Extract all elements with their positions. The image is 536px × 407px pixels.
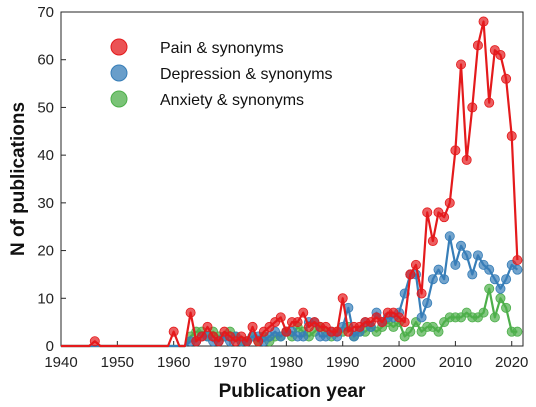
data-point: [416, 312, 427, 323]
series-depression: [61, 231, 523, 348]
plot-border: [60, 11, 524, 347]
data-point: [185, 307, 196, 318]
data-point: [281, 326, 292, 337]
data-point: [410, 259, 421, 270]
plot-frame: [60, 11, 524, 347]
data-point: [450, 259, 461, 270]
data-point: [168, 326, 179, 337]
legend-label: Depression & synonyms: [160, 66, 333, 83]
x-tick-label: 1940: [44, 354, 77, 371]
y-tick-label: 40: [37, 147, 54, 164]
data-point: [399, 317, 410, 328]
x-tick-label: 1950: [101, 354, 134, 371]
data-point: [422, 207, 433, 218]
data-point: [377, 317, 388, 328]
series-pain: [61, 16, 523, 348]
data-point: [241, 336, 252, 347]
y-tick-label: 30: [37, 195, 54, 212]
data-point: [332, 326, 343, 337]
data-point: [478, 16, 489, 27]
x-axis-title: Publication year: [219, 381, 366, 402]
data-point: [501, 274, 512, 285]
x-tick-label: 1980: [270, 354, 303, 371]
legend-marker: [110, 64, 128, 82]
data-point: [489, 274, 500, 285]
data-point: [501, 302, 512, 313]
data-point: [461, 154, 472, 165]
x-tick-label: 2000: [382, 354, 415, 371]
data-point: [196, 331, 207, 342]
data-point: [484, 264, 495, 275]
data-point: [450, 145, 461, 156]
data-point: [337, 293, 348, 304]
data-point: [213, 336, 224, 347]
data-point: [89, 336, 100, 347]
data-point: [512, 326, 523, 337]
series-anxiety: [61, 283, 523, 348]
data-point: [484, 97, 495, 108]
y-tick-label: 10: [37, 290, 54, 307]
data-point: [298, 331, 309, 342]
y-axis-ticks: 0 10 20 30 40 50 60 70: [37, 4, 66, 355]
x-tick-label: 1960: [157, 354, 190, 371]
data-point: [512, 264, 523, 275]
x-tick-label: 1970: [213, 354, 246, 371]
x-tick-label: 1990: [326, 354, 359, 371]
data-point: [495, 49, 506, 60]
data-point: [433, 264, 444, 275]
data-point: [422, 298, 433, 309]
data-point: [202, 321, 213, 332]
data-point: [444, 197, 455, 208]
data-point: [495, 283, 506, 294]
y-tick-label: 20: [37, 243, 54, 260]
data-point: [472, 40, 483, 51]
y-tick-label: 60: [37, 52, 54, 69]
y-axis-title: N of publications: [8, 102, 29, 256]
series-layer: [61, 16, 523, 348]
data-point: [501, 73, 512, 84]
data-point: [416, 288, 427, 299]
data-point: [433, 326, 444, 337]
data-point: [405, 326, 416, 337]
data-point: [467, 102, 478, 113]
data-point: [489, 312, 500, 323]
y-tick-label: 70: [37, 4, 54, 21]
data-point: [427, 274, 438, 285]
data-point: [247, 321, 258, 332]
data-point: [506, 131, 517, 142]
y-tick-label: 50: [37, 99, 54, 116]
legend-marker: [110, 90, 128, 108]
data-point: [253, 336, 264, 347]
data-point: [461, 250, 472, 261]
legend-marker: [110, 38, 128, 56]
data-point: [495, 293, 506, 304]
data-point: [484, 283, 495, 294]
legend: Pain & synonyms Depression & synonyms Anxi…: [110, 38, 333, 109]
data-point: [439, 212, 450, 223]
data-point: [456, 59, 467, 70]
data-point: [467, 269, 478, 280]
data-point: [427, 236, 438, 247]
legend-label: Anxiety & synonyms: [160, 92, 304, 109]
data-point: [292, 317, 303, 328]
data-point: [444, 231, 455, 242]
data-point: [439, 274, 450, 285]
data-point: [275, 312, 286, 323]
data-point: [405, 269, 416, 280]
x-tick-label: 2020: [495, 354, 528, 371]
legend-label: Pain & synonyms: [160, 40, 284, 57]
data-point: [472, 250, 483, 261]
data-point: [298, 307, 309, 318]
data-point: [478, 307, 489, 318]
data-point: [512, 255, 523, 266]
x-axis-ticks: 1940 1950 1960 1970 1980 1990 2000 2010 2020: [44, 341, 528, 371]
y-tick-label: 0: [46, 338, 54, 355]
data-point: [456, 240, 467, 251]
x-tick-label: 2010: [439, 354, 472, 371]
